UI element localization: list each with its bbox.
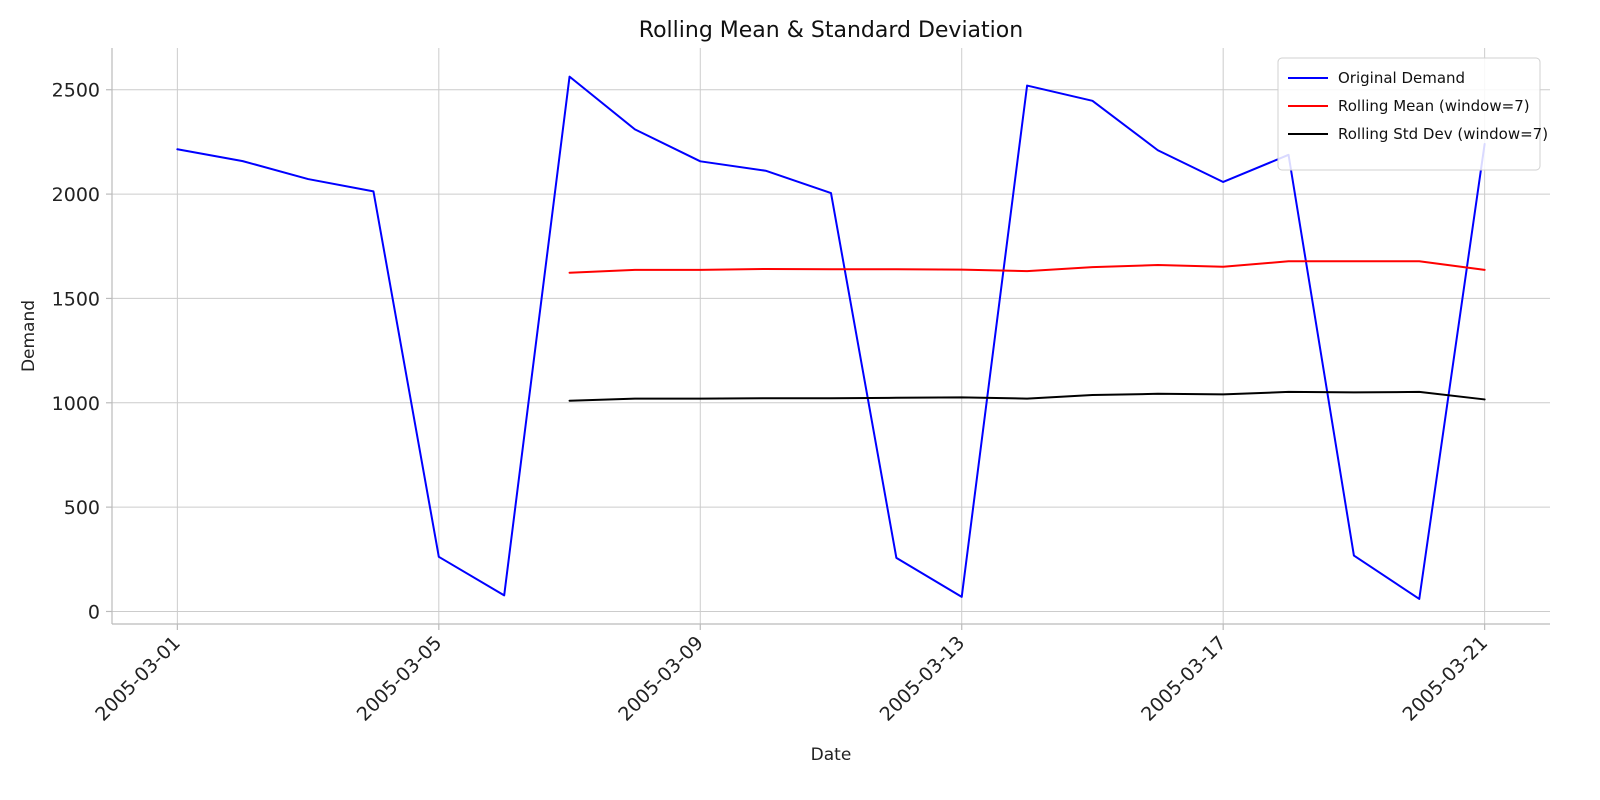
x-axis-title: Date	[811, 745, 852, 765]
x-tick-label: 2005-03-01	[91, 632, 185, 726]
y-tick-label: 2000	[52, 184, 100, 206]
legend: Original Demand Rolling Mean (window=7) Ro…	[1277, 57, 1548, 171]
y-tick-label: 500	[64, 497, 100, 519]
chart-title: Rolling Mean & Standard Deviation	[639, 18, 1023, 43]
y-axis-title: Demand	[19, 300, 39, 372]
series-line-0	[176, 75, 1486, 600]
legend-label-1: Rolling Mean (window=7)	[1338, 97, 1530, 115]
x-tick-label: 2005-03-09	[614, 632, 708, 726]
x-tick-label: 2005-03-13	[876, 632, 970, 726]
legend-label-2: Rolling Std Dev (window=7)	[1338, 125, 1548, 143]
y-tick-label: 1500	[52, 288, 100, 310]
x-tick-label: 2005-03-05	[353, 632, 447, 726]
y-tick-label: 2500	[52, 80, 100, 102]
series-line-2	[568, 390, 1486, 402]
series-line-1	[568, 260, 1486, 274]
y-tick-label: 0	[88, 601, 100, 623]
x-tick-label: 2005-03-21	[1399, 632, 1493, 726]
legend-label-0: Original Demand	[1338, 69, 1465, 87]
series-lines	[176, 75, 1486, 600]
x-tick-label: 2005-03-17	[1137, 632, 1231, 726]
legend-box	[1277, 57, 1541, 171]
y-tick-label: 1000	[52, 393, 100, 415]
